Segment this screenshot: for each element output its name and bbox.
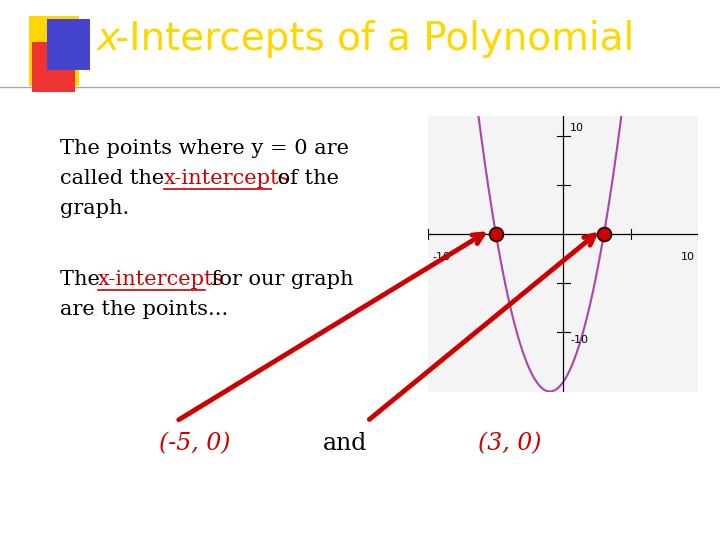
Text: $y = x^2 + 2x - 15$: $y = x^2 + 2x - 15$: [526, 320, 670, 343]
Text: and: and: [323, 432, 367, 455]
Text: -Intercepts of a Polynomial: -Intercepts of a Polynomial: [115, 20, 634, 58]
Text: -10: -10: [433, 252, 451, 262]
Text: 10: 10: [570, 123, 584, 133]
Bar: [32, 42, 75, 92]
FancyArrowPatch shape: [179, 234, 483, 420]
Text: -10: -10: [570, 335, 588, 346]
Bar: [47, 19, 90, 70]
Text: called the: called the: [60, 170, 171, 188]
Text: The: The: [60, 269, 107, 288]
Text: are the points...: are the points...: [60, 300, 228, 319]
Text: The points where y = 0 are: The points where y = 0 are: [60, 139, 349, 158]
Text: x-intercepts: x-intercepts: [164, 170, 290, 188]
FancyArrowPatch shape: [369, 235, 595, 420]
Text: for our graph: for our graph: [205, 269, 354, 288]
Text: x-intercepts: x-intercepts: [98, 269, 225, 288]
Text: graph.: graph.: [60, 199, 130, 218]
Text: (3, 0): (3, 0): [478, 432, 541, 455]
Text: x: x: [97, 20, 120, 58]
Text: (-5, 0): (-5, 0): [159, 432, 230, 455]
Text: 10: 10: [680, 252, 694, 262]
Text: of the: of the: [271, 170, 339, 188]
Bar: [29, 16, 79, 85]
